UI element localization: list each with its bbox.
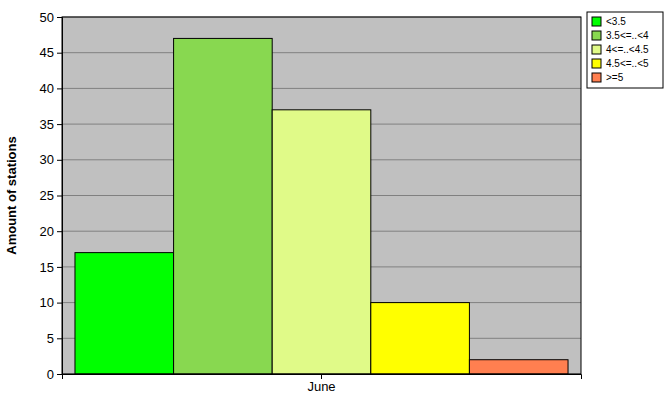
- y-axis-line: [57, 18, 63, 375]
- y-tick-mark: [57, 124, 62, 125]
- y-tick-label: 25: [40, 188, 54, 203]
- plot: 0 5 10 15 20 25 30 35 40 45 50 June: [40, 10, 582, 395]
- legend-swatch: [592, 45, 601, 54]
- y-tick-mark: [57, 374, 62, 375]
- y-tick-label: 50: [40, 10, 54, 25]
- y-tick-mark: [57, 338, 62, 339]
- x-tick: June: [307, 374, 335, 394]
- bars: [75, 38, 568, 374]
- legend-swatch: [592, 17, 601, 26]
- y-tick: 20: [40, 224, 62, 239]
- legend-swatch: [592, 59, 601, 68]
- bar: [174, 38, 273, 374]
- legend-swatch: [592, 31, 601, 40]
- y-tick-label: 15: [40, 260, 54, 275]
- x-axis: June: [63, 374, 582, 394]
- legend-swatch: [592, 73, 601, 82]
- y-tick-label: 0: [47, 367, 54, 382]
- y-tick: 25: [40, 188, 62, 203]
- y-tick-mark: [57, 53, 62, 54]
- legend-label: 4<=..<4.5: [606, 44, 649, 55]
- y-axis: 0 5 10 15 20 25 30 35 40 45 50: [40, 10, 63, 382]
- legend-box: [587, 12, 663, 88]
- grid-line: [62, 88, 581, 89]
- plot-frame: [62, 17, 581, 374]
- y-tick: 15: [40, 260, 62, 275]
- legend: <3.5 3.5<=..<4 4<=..<4.5 4.5<=..<5 >=5: [587, 12, 663, 88]
- legend-item: 3.5<=..<4: [592, 30, 649, 41]
- y-tick-label: 35: [40, 117, 54, 132]
- y-tick: 10: [40, 295, 62, 310]
- y-tick-mark: [57, 160, 62, 161]
- legend-item: 4<=..<4.5: [592, 44, 649, 55]
- x-tick-label: June: [307, 379, 335, 394]
- y-tick-label: 5: [47, 331, 54, 346]
- legend-item: >=5: [592, 72, 624, 83]
- y-tick-mark: [57, 88, 62, 89]
- y-tick-mark: [57, 17, 62, 18]
- plot-background: [62, 17, 581, 374]
- y-tick-mark: [57, 267, 62, 268]
- y-tick-label: 40: [40, 81, 54, 96]
- chart: 0 5 10 15 20 25 30 35 40 45 50 June Amount of statio…: [0, 0, 667, 415]
- bar: [75, 253, 174, 374]
- legend-label: 4.5<=..<5: [606, 58, 649, 69]
- grid: [62, 17, 581, 374]
- y-tick-mark: [57, 196, 62, 197]
- legend-label: >=5: [606, 72, 624, 83]
- bar: [469, 360, 568, 374]
- legend-item: 4.5<=..<5: [592, 58, 649, 69]
- y-tick: 50: [40, 10, 62, 25]
- grid-line: [62, 52, 581, 53]
- y-tick-label: 45: [40, 45, 54, 60]
- y-tick-mark: [57, 231, 62, 232]
- y-tick: 40: [40, 81, 62, 96]
- y-tick-mark: [57, 303, 62, 304]
- y-tick: 45: [40, 45, 62, 60]
- y-tick: 5: [47, 331, 62, 346]
- y-tick-label: 30: [40, 152, 54, 167]
- y-tick: 0: [47, 367, 62, 382]
- y-tick: 30: [40, 152, 62, 167]
- y-tick-label: 10: [40, 295, 54, 310]
- bar: [371, 303, 470, 374]
- legend-label: <3.5: [606, 16, 626, 27]
- bar: [272, 110, 371, 374]
- y-tick: 35: [40, 117, 62, 132]
- y-axis-title: Amount of stations: [4, 136, 19, 254]
- y-tick-label: 20: [40, 224, 54, 239]
- legend-label: 3.5<=..<4: [606, 30, 649, 41]
- legend-item: <3.5: [592, 16, 626, 27]
